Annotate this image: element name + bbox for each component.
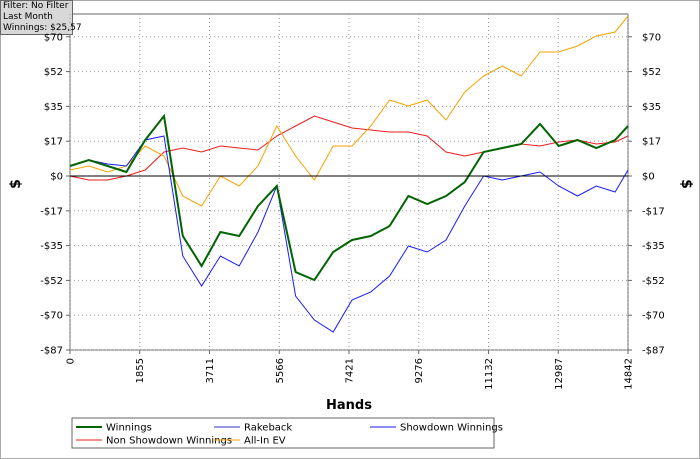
y2-tick-label: $70 <box>642 32 661 43</box>
y-tick-label: -$17 <box>40 206 63 217</box>
series-line <box>69 15 629 207</box>
y2-tick-label: -$17 <box>642 206 665 217</box>
x-tick-label: 5566 <box>275 358 286 383</box>
y-tick-label: -$87 <box>40 346 63 357</box>
legend-label: Rakeback <box>244 423 292 434</box>
x-tick-label: 3711 <box>205 358 216 383</box>
x-tick-label: 0 <box>66 358 77 364</box>
legend-label: Non Showdown Winnings <box>106 436 232 447</box>
series-line <box>69 115 629 181</box>
x-axis-label: Hands <box>326 398 372 413</box>
y-tick-label: -$52 <box>40 276 63 287</box>
y2-axis-label: $ <box>678 179 694 189</box>
y2-tick-label: -$87 <box>642 346 665 357</box>
legend-label: Showdown Winnings <box>400 423 503 434</box>
x-tick-label: 12987 <box>554 358 565 390</box>
y-tick-label: $35 <box>44 102 63 113</box>
legend-label: Winnings <box>106 423 152 434</box>
y2-tick-label: -$52 <box>642 276 665 287</box>
filter-text: Winnings: $25,57 <box>3 23 82 33</box>
y2-tick-label: -$70 <box>642 311 665 322</box>
y-tick-label: $0 <box>50 172 63 183</box>
filter-text: Last Month <box>3 12 53 22</box>
legend-label: All-In EV <box>244 436 286 447</box>
y2-tick-label: $35 <box>642 102 661 113</box>
y2-tick-label: $17 <box>642 137 661 148</box>
y-axis-label: $ <box>8 179 24 189</box>
y-tick-label: -$70 <box>40 311 63 322</box>
y-tick-label: $70 <box>44 32 63 43</box>
legend <box>71 417 495 449</box>
x-tick-label: 9276 <box>414 358 425 383</box>
y-tick-label: $52 <box>44 67 63 78</box>
x-tick-label: 11132 <box>484 358 495 390</box>
y-tick-label: $17 <box>44 137 63 148</box>
x-tick-label: 14842 <box>624 358 635 390</box>
filter-text: Filter: No Filter <box>3 1 69 11</box>
x-tick-label: 7421 <box>345 358 356 383</box>
y2-tick-label: -$35 <box>642 241 665 252</box>
y2-tick-label: $52 <box>642 67 661 78</box>
series-line <box>69 113 629 282</box>
filter-box <box>0 0 73 35</box>
y-tick-label: -$35 <box>40 241 63 252</box>
series-line <box>69 135 629 333</box>
x-tick-label: 1855 <box>135 358 146 383</box>
y2-tick-label: $0 <box>642 172 655 183</box>
